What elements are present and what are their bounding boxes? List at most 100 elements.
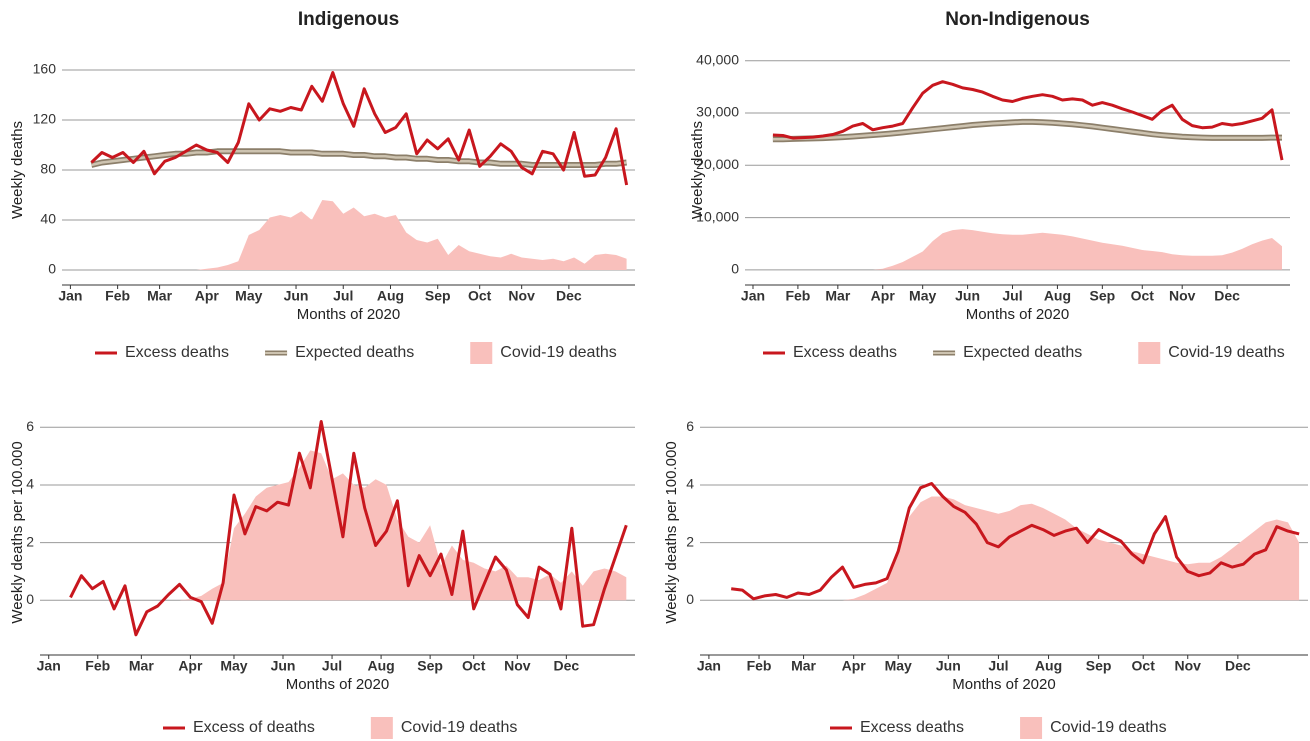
- y-tick-label: 10,000: [696, 208, 739, 224]
- y-tick-label: 0: [731, 261, 739, 277]
- x-tick-label: Feb: [105, 288, 130, 304]
- x-tick-label: Apr: [842, 658, 867, 674]
- expected-line: [772, 120, 1282, 141]
- legend-label: Expected deaths: [963, 344, 1082, 361]
- y-tick-label: 20,000: [696, 156, 739, 172]
- x-tick-label: Mar: [825, 288, 850, 304]
- covid-area: [91, 200, 627, 270]
- legend-label: Excess deaths: [125, 344, 229, 361]
- legend-swatch: [1138, 342, 1161, 364]
- legend-label: Covid-19 deaths: [1168, 344, 1285, 361]
- x-tick-label: Apr: [871, 288, 896, 304]
- x-tick-label: Oct: [1131, 288, 1155, 304]
- covid-area: [70, 450, 627, 601]
- y-tick-label: 30,000: [696, 104, 739, 120]
- y-axis-label: Weekly deaths per 100.000: [9, 441, 26, 623]
- y-tick-label: 6: [26, 418, 34, 434]
- panel: 0 2 4 6 Jan Feb Mar Apr May Jun Jul Aug Sep Oct Nov Dec…: [663, 418, 1308, 739]
- x-tick-label: Sep: [417, 658, 443, 674]
- panel: 0 2 4 6 Jan Feb Mar Apr May Jun Jul Aug Sep Oct Nov Dec…: [9, 418, 635, 739]
- x-tick-label: Mar: [791, 658, 816, 674]
- legend-swatch: [470, 342, 493, 364]
- panel: Non-Indigenous 0 10,000 20,000 30,000 40,000 J…: [689, 9, 1290, 364]
- x-tick-label: Jun: [955, 288, 980, 304]
- y-axis-label: Weekly deaths: [9, 121, 26, 219]
- y-tick-label: 0: [686, 591, 694, 607]
- y-tick-label: 6: [686, 418, 694, 434]
- x-tick-label: Nov: [504, 658, 531, 674]
- y-tick-label: 4: [686, 476, 694, 492]
- x-tick-label: Jul: [988, 658, 1008, 674]
- x-tick-label: Oct: [468, 288, 492, 304]
- y-tick-label: 80: [40, 161, 56, 177]
- legend-label: Covid-19 deaths: [401, 719, 518, 736]
- y-tick-label: 40: [40, 211, 56, 227]
- x-tick-label: Feb: [785, 288, 810, 304]
- x-tick-label: Jan: [697, 658, 721, 674]
- legend-label: Covid-19 deaths: [500, 344, 617, 361]
- y-axis-label: Weekly deaths per 100.000: [663, 441, 680, 623]
- x-tick-label: Aug: [367, 658, 394, 674]
- legend-label: Excess of deaths: [193, 719, 315, 736]
- x-tick-label: Feb: [85, 658, 110, 674]
- x-tick-label: Jul: [333, 288, 353, 304]
- x-tick-label: Jun: [936, 658, 961, 674]
- x-tick-label: Jan: [58, 288, 82, 304]
- x-axis-label: Months of 2020: [286, 676, 389, 693]
- x-tick-label: May: [235, 288, 262, 304]
- covid-area: [772, 229, 1282, 270]
- x-tick-label: Aug: [1044, 288, 1071, 304]
- x-tick-label: Oct: [462, 658, 486, 674]
- x-tick-label: Jul: [1002, 288, 1022, 304]
- legend-label: Expected deaths: [295, 344, 414, 361]
- y-tick-label: 2: [686, 533, 694, 549]
- x-axis-label: Months of 2020: [966, 306, 1069, 323]
- panel-title: Non-Indigenous: [945, 9, 1090, 30]
- excess-line: [69, 420, 628, 637]
- x-axis-label: Months of 2020: [952, 676, 1055, 693]
- y-tick-label: 40,000: [696, 51, 739, 67]
- x-tick-label: Dec: [556, 288, 582, 304]
- panel-title: Indigenous: [298, 9, 399, 30]
- legend-swatch: [370, 717, 393, 739]
- excess-line: [772, 80, 1284, 161]
- x-tick-label: Oct: [1132, 658, 1156, 674]
- y-tick-label: 2: [26, 533, 34, 549]
- legend-label: Excess deaths: [860, 719, 964, 736]
- y-tick-label: 0: [48, 261, 56, 277]
- x-tick-label: Jun: [271, 658, 296, 674]
- x-tick-label: May: [885, 658, 912, 674]
- legend-swatch: [1020, 717, 1043, 739]
- y-tick-label: 160: [33, 61, 57, 77]
- x-tick-label: May: [909, 288, 936, 304]
- excess-line: [90, 71, 629, 186]
- x-tick-label: Nov: [1175, 658, 1202, 674]
- x-tick-label: Apr: [195, 288, 220, 304]
- legend-label: Excess deaths: [793, 344, 897, 361]
- covid-area: [731, 496, 1300, 601]
- y-axis-label: Weekly deaths: [689, 121, 706, 219]
- x-tick-label: Jan: [741, 288, 765, 304]
- x-axis-label: Months of 2020: [297, 306, 400, 323]
- excess-line: [731, 482, 1300, 601]
- x-tick-label: Jul: [322, 658, 342, 674]
- x-tick-label: Nov: [508, 288, 535, 304]
- y-tick-label: 0: [26, 591, 34, 607]
- x-tick-label: Dec: [554, 658, 580, 674]
- x-tick-label: Jan: [37, 658, 61, 674]
- y-tick-label: 4: [26, 476, 34, 492]
- y-tick-label: 120: [33, 111, 57, 127]
- x-tick-label: Mar: [147, 288, 172, 304]
- x-tick-label: Jun: [284, 288, 309, 304]
- x-tick-label: Dec: [1225, 658, 1251, 674]
- panel: Indigenous 0 40 80 120 160 Jan Feb Mar Apr May Jun J…: [9, 9, 635, 364]
- x-tick-label: Sep: [1086, 658, 1112, 674]
- x-tick-label: Aug: [377, 288, 404, 304]
- x-tick-label: Feb: [747, 658, 772, 674]
- x-tick-label: Nov: [1169, 288, 1196, 304]
- x-tick-label: Sep: [425, 288, 451, 304]
- x-tick-label: Aug: [1035, 658, 1062, 674]
- x-tick-label: Apr: [178, 658, 203, 674]
- x-tick-label: May: [220, 658, 247, 674]
